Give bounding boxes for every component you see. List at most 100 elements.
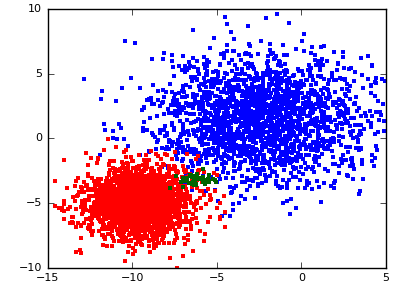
Point — [242, 121, 248, 126]
Point — [111, 183, 118, 188]
Point — [146, 211, 152, 216]
Point — [327, 129, 333, 133]
Point — [111, 189, 118, 194]
Point — [336, 139, 343, 144]
Point — [273, 135, 280, 140]
Point — [264, 71, 270, 76]
Point — [165, 188, 171, 192]
Point — [157, 131, 163, 136]
Point — [263, 178, 269, 183]
Point — [158, 213, 164, 218]
Point — [105, 214, 112, 219]
Point — [321, 140, 327, 144]
Point — [140, 209, 147, 214]
Point — [181, 178, 187, 182]
Point — [163, 146, 170, 151]
Point — [236, 84, 242, 89]
Point — [121, 192, 127, 197]
Point — [327, 95, 333, 100]
Point — [123, 155, 129, 160]
Point — [226, 157, 232, 162]
Point — [169, 195, 175, 200]
Point — [372, 93, 378, 98]
Point — [136, 177, 142, 182]
Point — [180, 149, 186, 154]
Point — [151, 193, 157, 198]
Point — [137, 185, 143, 190]
Point — [162, 194, 168, 199]
Point — [165, 208, 172, 213]
Point — [155, 212, 162, 217]
Point — [146, 193, 153, 198]
Point — [195, 67, 201, 72]
Point — [123, 213, 129, 218]
Point — [140, 211, 146, 216]
Point — [179, 159, 185, 164]
Point — [131, 40, 138, 45]
Point — [231, 151, 238, 156]
Point — [128, 212, 135, 217]
Point — [244, 102, 250, 107]
Point — [166, 205, 172, 209]
Point — [162, 195, 168, 200]
Point — [289, 133, 296, 138]
Point — [249, 148, 256, 153]
Point — [263, 119, 269, 124]
Point — [195, 117, 201, 122]
Point — [226, 90, 232, 95]
Point — [148, 238, 155, 243]
Point — [236, 88, 242, 93]
Point — [242, 61, 248, 66]
Point — [147, 188, 153, 192]
Point — [238, 153, 245, 158]
Point — [138, 202, 144, 206]
Point — [177, 111, 183, 116]
Point — [151, 195, 157, 199]
Point — [158, 219, 164, 224]
Point — [144, 210, 150, 215]
Point — [234, 119, 241, 123]
Point — [263, 95, 269, 100]
Point — [192, 156, 199, 161]
Point — [144, 209, 151, 214]
Point — [236, 136, 243, 140]
Point — [285, 20, 292, 25]
Point — [100, 191, 106, 195]
Point — [248, 178, 254, 182]
Point — [111, 207, 117, 212]
Point — [156, 178, 163, 182]
Point — [140, 204, 147, 209]
Point — [100, 227, 106, 232]
Point — [180, 123, 186, 128]
Point — [115, 209, 121, 213]
Point — [178, 132, 185, 137]
Point — [116, 211, 123, 216]
Point — [148, 181, 155, 186]
Point — [103, 186, 109, 191]
Point — [285, 98, 291, 103]
Point — [184, 174, 191, 179]
Point — [318, 119, 324, 124]
Point — [184, 151, 190, 156]
Point — [286, 99, 292, 104]
Point — [211, 94, 218, 99]
Point — [174, 114, 180, 119]
Point — [212, 80, 218, 85]
Point — [182, 182, 188, 187]
Point — [217, 217, 223, 222]
Point — [232, 137, 238, 142]
Point — [163, 199, 169, 204]
Point — [227, 140, 233, 145]
Point — [86, 198, 92, 203]
Point — [170, 199, 176, 203]
Point — [159, 201, 166, 206]
Point — [257, 101, 263, 106]
Point — [265, 95, 271, 100]
Point — [211, 103, 217, 108]
Point — [316, 184, 322, 189]
Point — [119, 192, 126, 197]
Point — [135, 192, 142, 197]
Point — [282, 127, 288, 132]
Point — [254, 124, 261, 129]
Point — [275, 124, 281, 129]
